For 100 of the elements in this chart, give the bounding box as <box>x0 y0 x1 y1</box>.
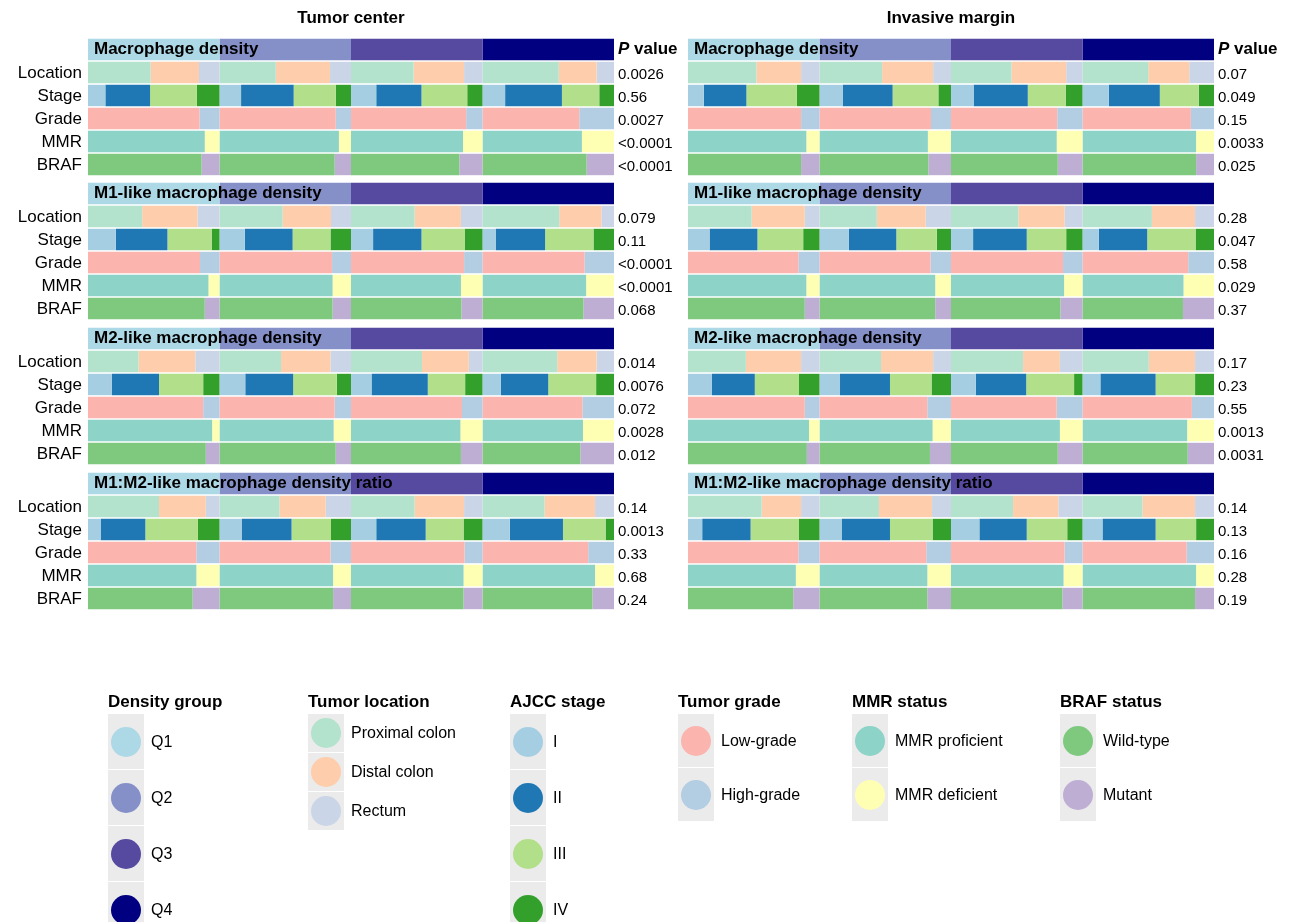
text: 0.13 <box>1218 521 1248 539</box>
bar <box>932 518 951 541</box>
bar <box>1066 228 1083 251</box>
text: 0.11 <box>618 231 647 249</box>
bar <box>351 38 483 61</box>
text: 0.33 <box>618 544 648 562</box>
text: <0.0001 <box>618 254 673 272</box>
bar <box>596 373 614 396</box>
text: 0.68 <box>618 567 648 585</box>
legend-label: MMR deficient <box>895 785 998 804</box>
y-tick-label: Grade <box>34 109 82 129</box>
legend-label: Distal colon <box>351 763 434 781</box>
bar <box>931 373 951 396</box>
text: 0.28 <box>1218 567 1248 585</box>
bar <box>335 84 351 107</box>
legend-label: Mutant <box>1103 785 1152 804</box>
bar <box>1195 228 1214 251</box>
text: 0.15 <box>1218 110 1248 128</box>
y-tick-label: Stage <box>37 86 82 106</box>
bar <box>482 38 614 61</box>
y-tick-label: Stage <box>37 520 82 540</box>
bar <box>465 373 483 396</box>
legend-label: I <box>553 732 558 751</box>
y-tick-label: BRAF <box>36 444 82 464</box>
text: P value <box>618 39 678 59</box>
legend-label: Q3 <box>151 844 173 863</box>
chart-title: M1:M2-like macrophage density ratio <box>94 473 393 493</box>
y-tick-label: BRAF <box>36 155 82 175</box>
bar <box>482 327 614 350</box>
y-tick-label: MMR <box>41 132 82 152</box>
bar <box>951 38 1083 61</box>
bar <box>593 228 614 251</box>
text: 0.0076 <box>618 376 664 394</box>
y-tick-label: Location <box>17 63 82 83</box>
y-tick-label: MMR <box>41 566 82 586</box>
bar <box>351 182 483 205</box>
y-tick-label: Location <box>17 497 82 517</box>
y-tick-label: MMR <box>41 421 82 441</box>
legend-title: Tumor location <box>308 692 431 713</box>
text: 0.047 <box>1218 231 1256 249</box>
legend-title: MMR status <box>852 692 949 713</box>
bar <box>803 228 820 251</box>
legend-label: II <box>553 788 562 807</box>
text: 0.0027 <box>618 110 664 128</box>
chart-subtitle: Tumor center <box>296 8 406 28</box>
bar <box>1198 84 1214 107</box>
legend-title: AJCC stage <box>510 692 606 713</box>
bar <box>351 327 483 350</box>
bar <box>197 518 220 541</box>
bar <box>938 84 951 107</box>
bar <box>1067 518 1083 541</box>
legend-label: MMR proficient <box>895 731 1003 750</box>
bar <box>951 182 1083 205</box>
text: 0.025 <box>1218 156 1256 174</box>
bar <box>1082 327 1214 350</box>
bar <box>798 373 820 396</box>
bar <box>1074 373 1083 396</box>
legend-label: Q4 <box>151 900 173 919</box>
bar <box>463 518 483 541</box>
bar <box>203 373 220 396</box>
text: 0.14 <box>618 498 648 516</box>
y-tick-label: Stage <box>37 375 82 395</box>
text: 0.072 <box>618 399 656 417</box>
y-tick-label: BRAF <box>36 589 82 609</box>
text: 0.55 <box>1218 399 1248 417</box>
legend-title: BRAF status <box>1060 692 1163 713</box>
bar <box>331 518 351 541</box>
legend-label: Proximal colon <box>351 724 456 742</box>
bar <box>1082 472 1214 495</box>
text: 0.17 <box>1218 353 1248 371</box>
y-tick-label: Location <box>17 207 82 227</box>
text: 0.07 <box>1218 64 1248 82</box>
chart-subtitle: Invasive margin <box>885 8 1017 28</box>
chart-title: Macrophage density <box>694 39 859 59</box>
text: P value <box>1218 39 1278 59</box>
text: <0.0001 <box>618 156 673 174</box>
y-tick-label: Location <box>17 352 82 372</box>
bar <box>798 518 820 541</box>
bar <box>1082 38 1214 61</box>
text: 0.0028 <box>618 422 664 440</box>
bar <box>796 84 820 107</box>
legend-label: Low-grade <box>721 731 797 750</box>
legend-label: Q1 <box>151 732 173 751</box>
text: 0.079 <box>618 208 656 226</box>
text: 0.029 <box>1218 277 1256 295</box>
bar <box>951 327 1083 350</box>
bar <box>599 84 614 107</box>
chart-title: Macrophage density <box>94 39 259 59</box>
text: 0.24 <box>618 590 648 608</box>
text: 0.16 <box>1218 544 1248 562</box>
bar <box>605 518 614 541</box>
bar <box>196 84 220 107</box>
bar <box>1195 373 1214 396</box>
legend-label: Wild-type <box>1103 731 1170 750</box>
bar <box>482 472 614 495</box>
chart-title: M2-like macrophage density <box>94 328 323 348</box>
text: 0.012 <box>618 445 656 463</box>
chart-title: M2-like macrophage density <box>694 328 923 348</box>
text: <0.0001 <box>618 277 673 295</box>
y-tick-label: BRAF <box>36 299 82 319</box>
